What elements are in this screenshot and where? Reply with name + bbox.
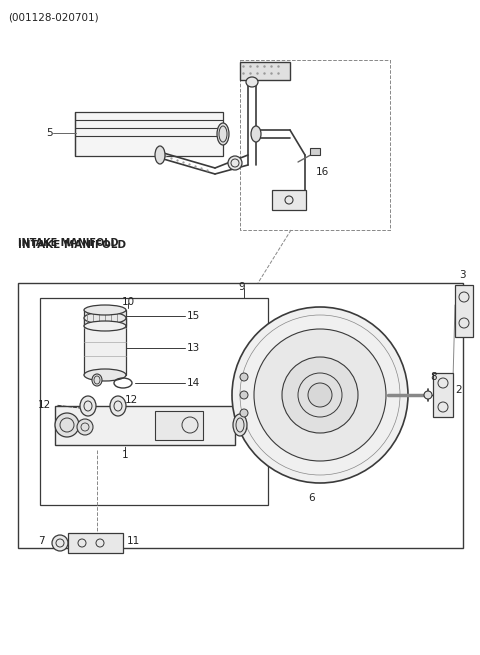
Text: 6: 6: [309, 493, 315, 503]
Text: 12: 12: [38, 400, 51, 410]
Ellipse shape: [80, 396, 96, 416]
Text: 14: 14: [187, 378, 200, 388]
Ellipse shape: [251, 126, 261, 142]
Text: 15: 15: [187, 311, 200, 321]
Circle shape: [228, 156, 242, 170]
Text: 7: 7: [38, 536, 45, 546]
Ellipse shape: [155, 146, 165, 164]
Text: INTAKE MANIFOLD: INTAKE MANIFOLD: [18, 238, 119, 248]
Text: 1: 1: [122, 450, 128, 460]
Circle shape: [77, 419, 93, 435]
Ellipse shape: [84, 312, 126, 324]
Text: INTAKE MANIFOLD: INTAKE MANIFOLD: [18, 240, 126, 250]
Text: 12: 12: [125, 395, 138, 405]
Circle shape: [232, 307, 408, 483]
Bar: [84, 310, 126, 326]
Circle shape: [240, 409, 248, 417]
Text: 13: 13: [187, 343, 200, 353]
Text: (001128-020701): (001128-020701): [8, 13, 98, 23]
Bar: [55, 406, 235, 445]
Circle shape: [52, 535, 68, 551]
Text: 11: 11: [127, 536, 140, 546]
Circle shape: [55, 413, 79, 437]
Bar: [155, 411, 203, 440]
Bar: [40, 298, 268, 505]
Circle shape: [254, 329, 386, 461]
Text: 8: 8: [430, 372, 437, 382]
Text: 3: 3: [459, 270, 466, 280]
Text: 10: 10: [121, 297, 134, 307]
Ellipse shape: [110, 396, 126, 416]
Circle shape: [282, 357, 358, 433]
Ellipse shape: [246, 77, 258, 87]
Bar: [272, 190, 306, 210]
Circle shape: [240, 373, 248, 381]
Ellipse shape: [84, 369, 126, 381]
Text: 9: 9: [238, 282, 245, 292]
Bar: [433, 373, 453, 417]
Bar: [84, 318, 126, 375]
Bar: [75, 112, 223, 156]
Bar: [455, 285, 473, 337]
Bar: [240, 62, 290, 80]
Ellipse shape: [84, 321, 126, 331]
Bar: [310, 148, 320, 155]
Circle shape: [240, 391, 248, 399]
Text: 16: 16: [316, 167, 329, 177]
Ellipse shape: [84, 305, 126, 315]
Ellipse shape: [217, 123, 229, 145]
Text: 2: 2: [455, 385, 462, 395]
Bar: [68, 533, 123, 553]
Bar: [18, 283, 463, 548]
Circle shape: [308, 383, 332, 407]
Ellipse shape: [92, 374, 102, 386]
Circle shape: [424, 391, 432, 399]
Text: 5: 5: [46, 128, 53, 138]
Ellipse shape: [233, 414, 247, 436]
